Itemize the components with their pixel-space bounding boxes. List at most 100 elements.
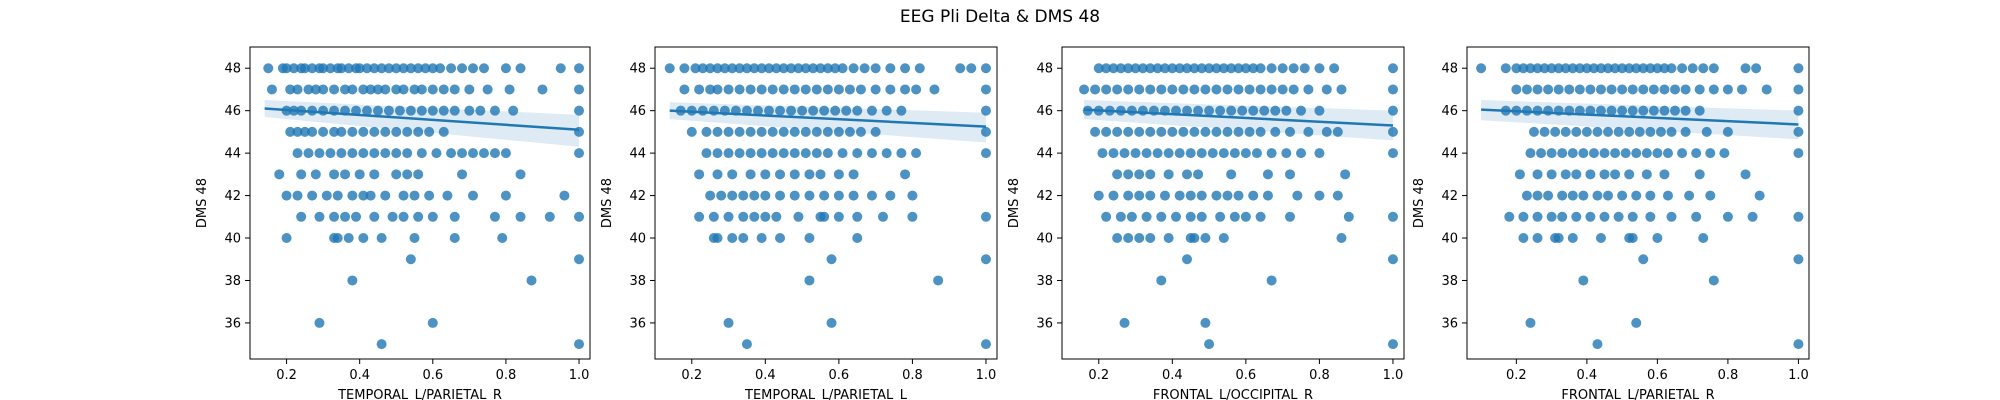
data-point (900, 169, 911, 180)
data-point (1266, 275, 1277, 286)
data-point (1101, 84, 1112, 95)
data-point (1659, 169, 1670, 180)
data-point (1204, 339, 1215, 350)
data-point (380, 148, 391, 159)
data-point (1532, 63, 1543, 74)
data-point (848, 169, 859, 180)
data-point (1592, 339, 1603, 350)
data-point (756, 233, 767, 244)
y-axis-label: DMS 48 (600, 178, 615, 228)
data-point (1518, 233, 1529, 244)
data-point (372, 105, 383, 116)
y-tick-label: 46 (224, 104, 241, 119)
data-point (1588, 148, 1599, 159)
data-point (478, 148, 489, 159)
data-point (332, 190, 343, 201)
data-point (1115, 63, 1126, 74)
data-point (852, 233, 863, 244)
data-point (911, 84, 922, 95)
data-point (354, 169, 365, 180)
data-point (815, 63, 826, 74)
data-point (314, 211, 325, 222)
data-point (369, 211, 380, 222)
data-point (1652, 63, 1663, 74)
data-point (980, 84, 991, 95)
y-tick-label: 44 (1036, 147, 1053, 162)
data-point (1793, 105, 1804, 116)
data-point (819, 190, 830, 201)
data-point (756, 84, 767, 95)
data-point (1079, 84, 1090, 95)
data-point (1617, 105, 1628, 116)
data-point (764, 105, 774, 116)
data-point (745, 84, 756, 95)
data-point (1240, 211, 1251, 222)
data-point (504, 84, 515, 95)
data-point (365, 190, 376, 201)
data-point (1476, 63, 1487, 74)
data-point (896, 105, 907, 116)
data-point (1539, 126, 1550, 137)
data-point (296, 211, 307, 222)
data-point (1610, 169, 1621, 180)
data-point (314, 148, 325, 159)
data-point (1101, 63, 1112, 74)
data-point (1156, 84, 1167, 95)
data-point (1211, 84, 1222, 95)
regression-line (264, 107, 580, 132)
data-point (866, 105, 877, 116)
data-point (1130, 63, 1141, 74)
data-point (1296, 148, 1307, 159)
data-point (1691, 148, 1702, 159)
data-point (416, 148, 427, 159)
data-point (760, 211, 771, 222)
data-point (1281, 105, 1292, 116)
data-point (745, 148, 756, 159)
data-point (793, 63, 804, 74)
x-tick-label: 0.4 (349, 368, 370, 383)
data-point (497, 233, 508, 244)
data-point (1567, 148, 1578, 159)
data-point (1204, 63, 1215, 74)
data-point (1266, 84, 1277, 95)
data-point (314, 317, 325, 328)
data-point (789, 84, 800, 95)
data-point (464, 105, 475, 116)
x-tick-label: 1.0 (569, 368, 590, 383)
data-point (701, 126, 712, 137)
data-point (347, 275, 358, 286)
data-point (734, 84, 745, 95)
data-point (712, 63, 723, 74)
axes-frame (1466, 46, 1810, 360)
data-point (852, 148, 863, 159)
y-tick-label: 36 (1441, 316, 1458, 331)
data-point (1123, 63, 1134, 74)
data-point (1145, 169, 1156, 180)
x-tick-label: 1.0 (976, 368, 997, 383)
data-point (1606, 84, 1617, 95)
data-point (1134, 169, 1145, 180)
data-point (1134, 233, 1145, 244)
data-point (844, 126, 855, 137)
data-point (826, 317, 837, 328)
data-point (343, 233, 354, 244)
x-axis-label: FRONTAL_L/PARIETAL_R (1561, 388, 1714, 400)
data-point (697, 63, 708, 74)
data-point (1754, 190, 1765, 201)
data-point (1595, 63, 1606, 74)
data-point (446, 63, 457, 74)
data-point (771, 211, 782, 222)
data-point (727, 169, 738, 180)
data-point (749, 190, 760, 201)
data-point (800, 148, 811, 159)
data-point (449, 211, 460, 222)
data-point (446, 148, 457, 159)
data-point (870, 84, 881, 95)
data-point (1090, 126, 1101, 137)
data-point (416, 105, 427, 116)
data-point (1156, 126, 1167, 137)
data-point (405, 63, 416, 74)
data-point (1226, 169, 1237, 180)
data-point (1543, 84, 1554, 95)
